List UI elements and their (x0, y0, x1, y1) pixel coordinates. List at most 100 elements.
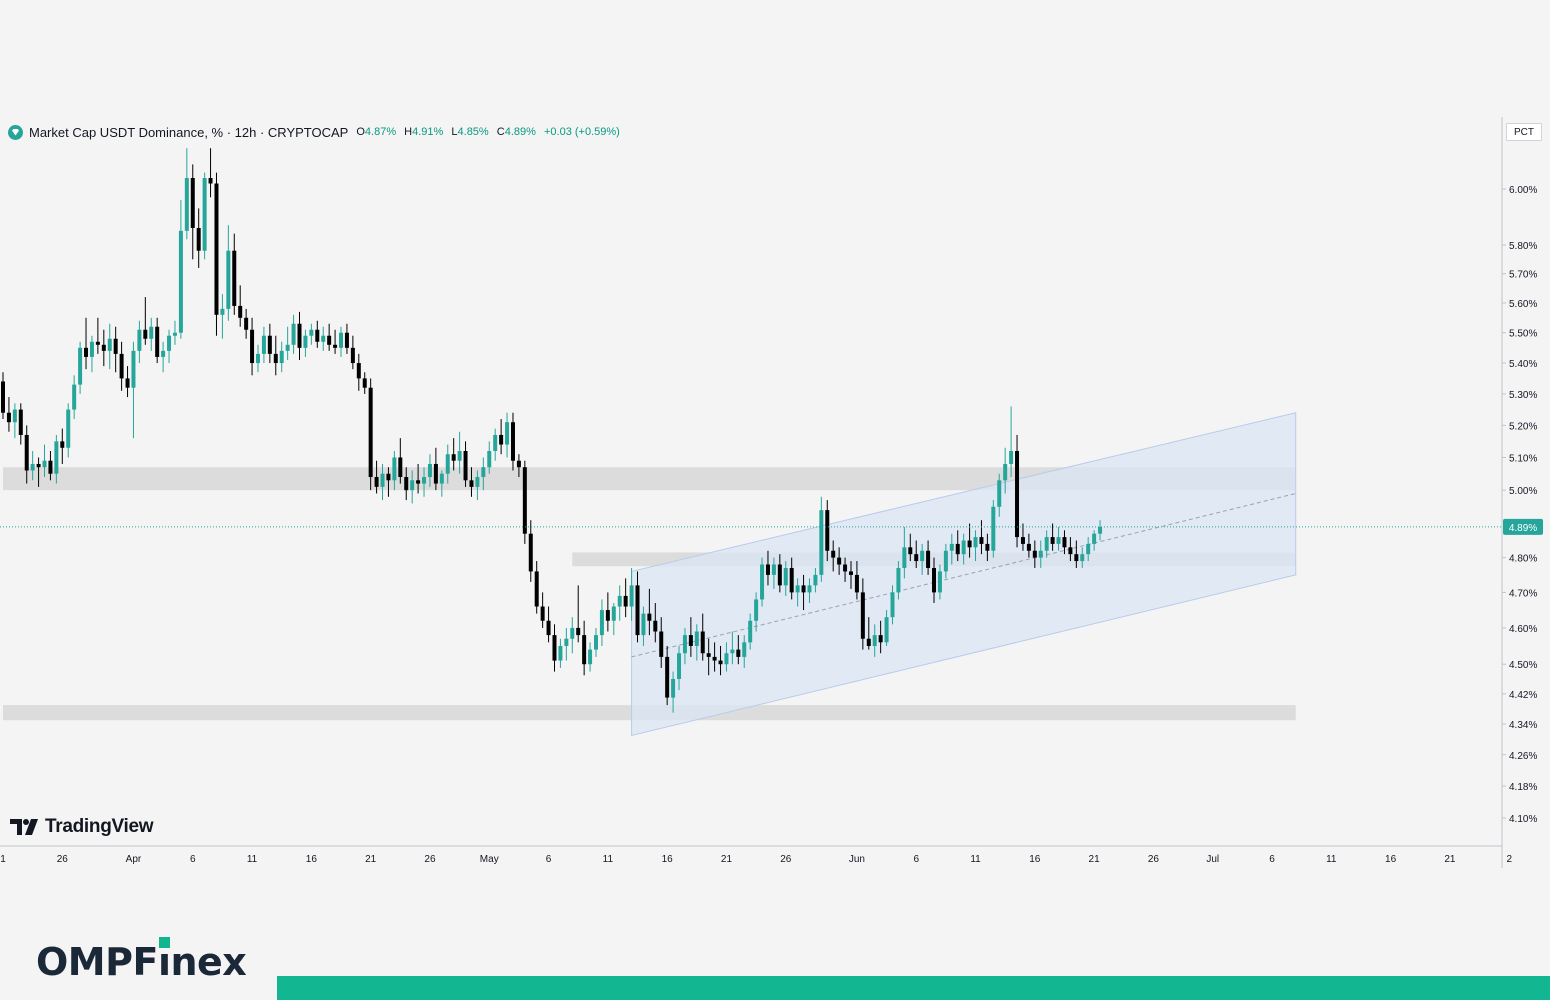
tradingview-logo[interactable]: TradingView (10, 816, 154, 838)
candle-body (860, 592, 865, 639)
candle (754, 592, 759, 632)
candle (232, 233, 237, 315)
candle (12, 403, 17, 439)
candle (356, 353, 361, 391)
candle (42, 444, 47, 478)
candle (493, 428, 498, 461)
candle (433, 447, 438, 491)
scale-mode-button[interactable]: PCT (1506, 123, 1542, 141)
candle-body (760, 564, 765, 600)
candle-body (843, 564, 848, 572)
candle-body (516, 460, 521, 468)
candle-body (380, 473, 385, 487)
candle-body (327, 335, 332, 345)
candle (534, 561, 539, 614)
candle-body (255, 353, 260, 364)
candle-body (594, 635, 598, 650)
candle (926, 540, 931, 575)
candle-body (777, 564, 782, 586)
candle (30, 451, 35, 481)
candle (510, 412, 515, 471)
candle (95, 317, 100, 354)
candle (422, 467, 427, 497)
price-tick-label: 5.60% (1509, 299, 1537, 310)
candle (1062, 530, 1067, 555)
time-tick-label: 16 (1385, 854, 1397, 865)
candle (914, 540, 919, 568)
time-tick-label: 21 (365, 854, 377, 865)
candle-body (178, 230, 183, 333)
candle-body (433, 463, 438, 484)
time-tick-label: 6 (546, 854, 552, 865)
candle-body (321, 335, 326, 342)
candle-body (410, 480, 415, 491)
candle-body (30, 463, 35, 471)
candle-body (908, 547, 913, 555)
candle (24, 425, 29, 484)
close-value: 4.89% (504, 126, 536, 138)
candle-body (599, 610, 604, 636)
candle (238, 285, 243, 327)
time-tick-label: 11 (603, 854, 614, 865)
candle-body (997, 480, 1002, 507)
candle-body (706, 653, 711, 657)
candle-body (546, 620, 551, 636)
candle-body (967, 540, 972, 548)
candle-body (297, 323, 302, 348)
candle (380, 463, 385, 501)
candle (967, 523, 972, 558)
candle-body (985, 543, 990, 551)
candle-body (582, 635, 587, 665)
candle (576, 585, 581, 643)
candle-body (837, 557, 842, 565)
candle (777, 554, 782, 593)
price-tick-label: 5.70% (1509, 270, 1537, 281)
candle-body (12, 409, 17, 423)
candle (765, 550, 770, 586)
candle (688, 617, 693, 657)
candle-body (1038, 550, 1043, 558)
candle-body (558, 645, 563, 661)
candle (84, 317, 89, 370)
candle (18, 403, 23, 445)
candle (410, 470, 415, 504)
candle (848, 561, 853, 589)
candle (730, 631, 735, 665)
candle-body (155, 326, 160, 357)
candle-body (730, 649, 735, 654)
candle-body (190, 178, 195, 229)
high-key: H (404, 126, 413, 138)
candle-body (866, 638, 871, 646)
candle-body (422, 477, 427, 484)
price-tick-label: 4.26% (1509, 751, 1537, 762)
candle-body (344, 332, 349, 348)
time-tick-label: 6 (190, 854, 196, 865)
candle (72, 375, 77, 420)
candle (1086, 537, 1091, 562)
candle (819, 496, 824, 582)
candle (736, 635, 741, 665)
candle-body (131, 350, 136, 388)
brand-accent-bar (277, 976, 1550, 1000)
candle-body (623, 595, 628, 607)
candle-body (184, 178, 189, 231)
candle-body (718, 660, 723, 665)
candle-body (143, 329, 148, 339)
candle-body (208, 178, 213, 184)
candle (481, 457, 486, 491)
candle-body (920, 550, 925, 562)
candle (291, 314, 296, 354)
candle-body (1080, 554, 1085, 562)
candle-body (1056, 537, 1061, 544)
candle (629, 567, 634, 621)
brand-i: ı (158, 937, 171, 984)
candle-body (315, 329, 320, 342)
candles-layer (1, 148, 1103, 713)
symbol-title[interactable]: Market Cap USDT Dominance, % · 12h · CRY… (29, 124, 349, 140)
candle (1020, 523, 1025, 551)
candle (932, 557, 937, 603)
candle-body (42, 460, 47, 468)
candle (196, 208, 201, 268)
candle-body (196, 228, 201, 251)
